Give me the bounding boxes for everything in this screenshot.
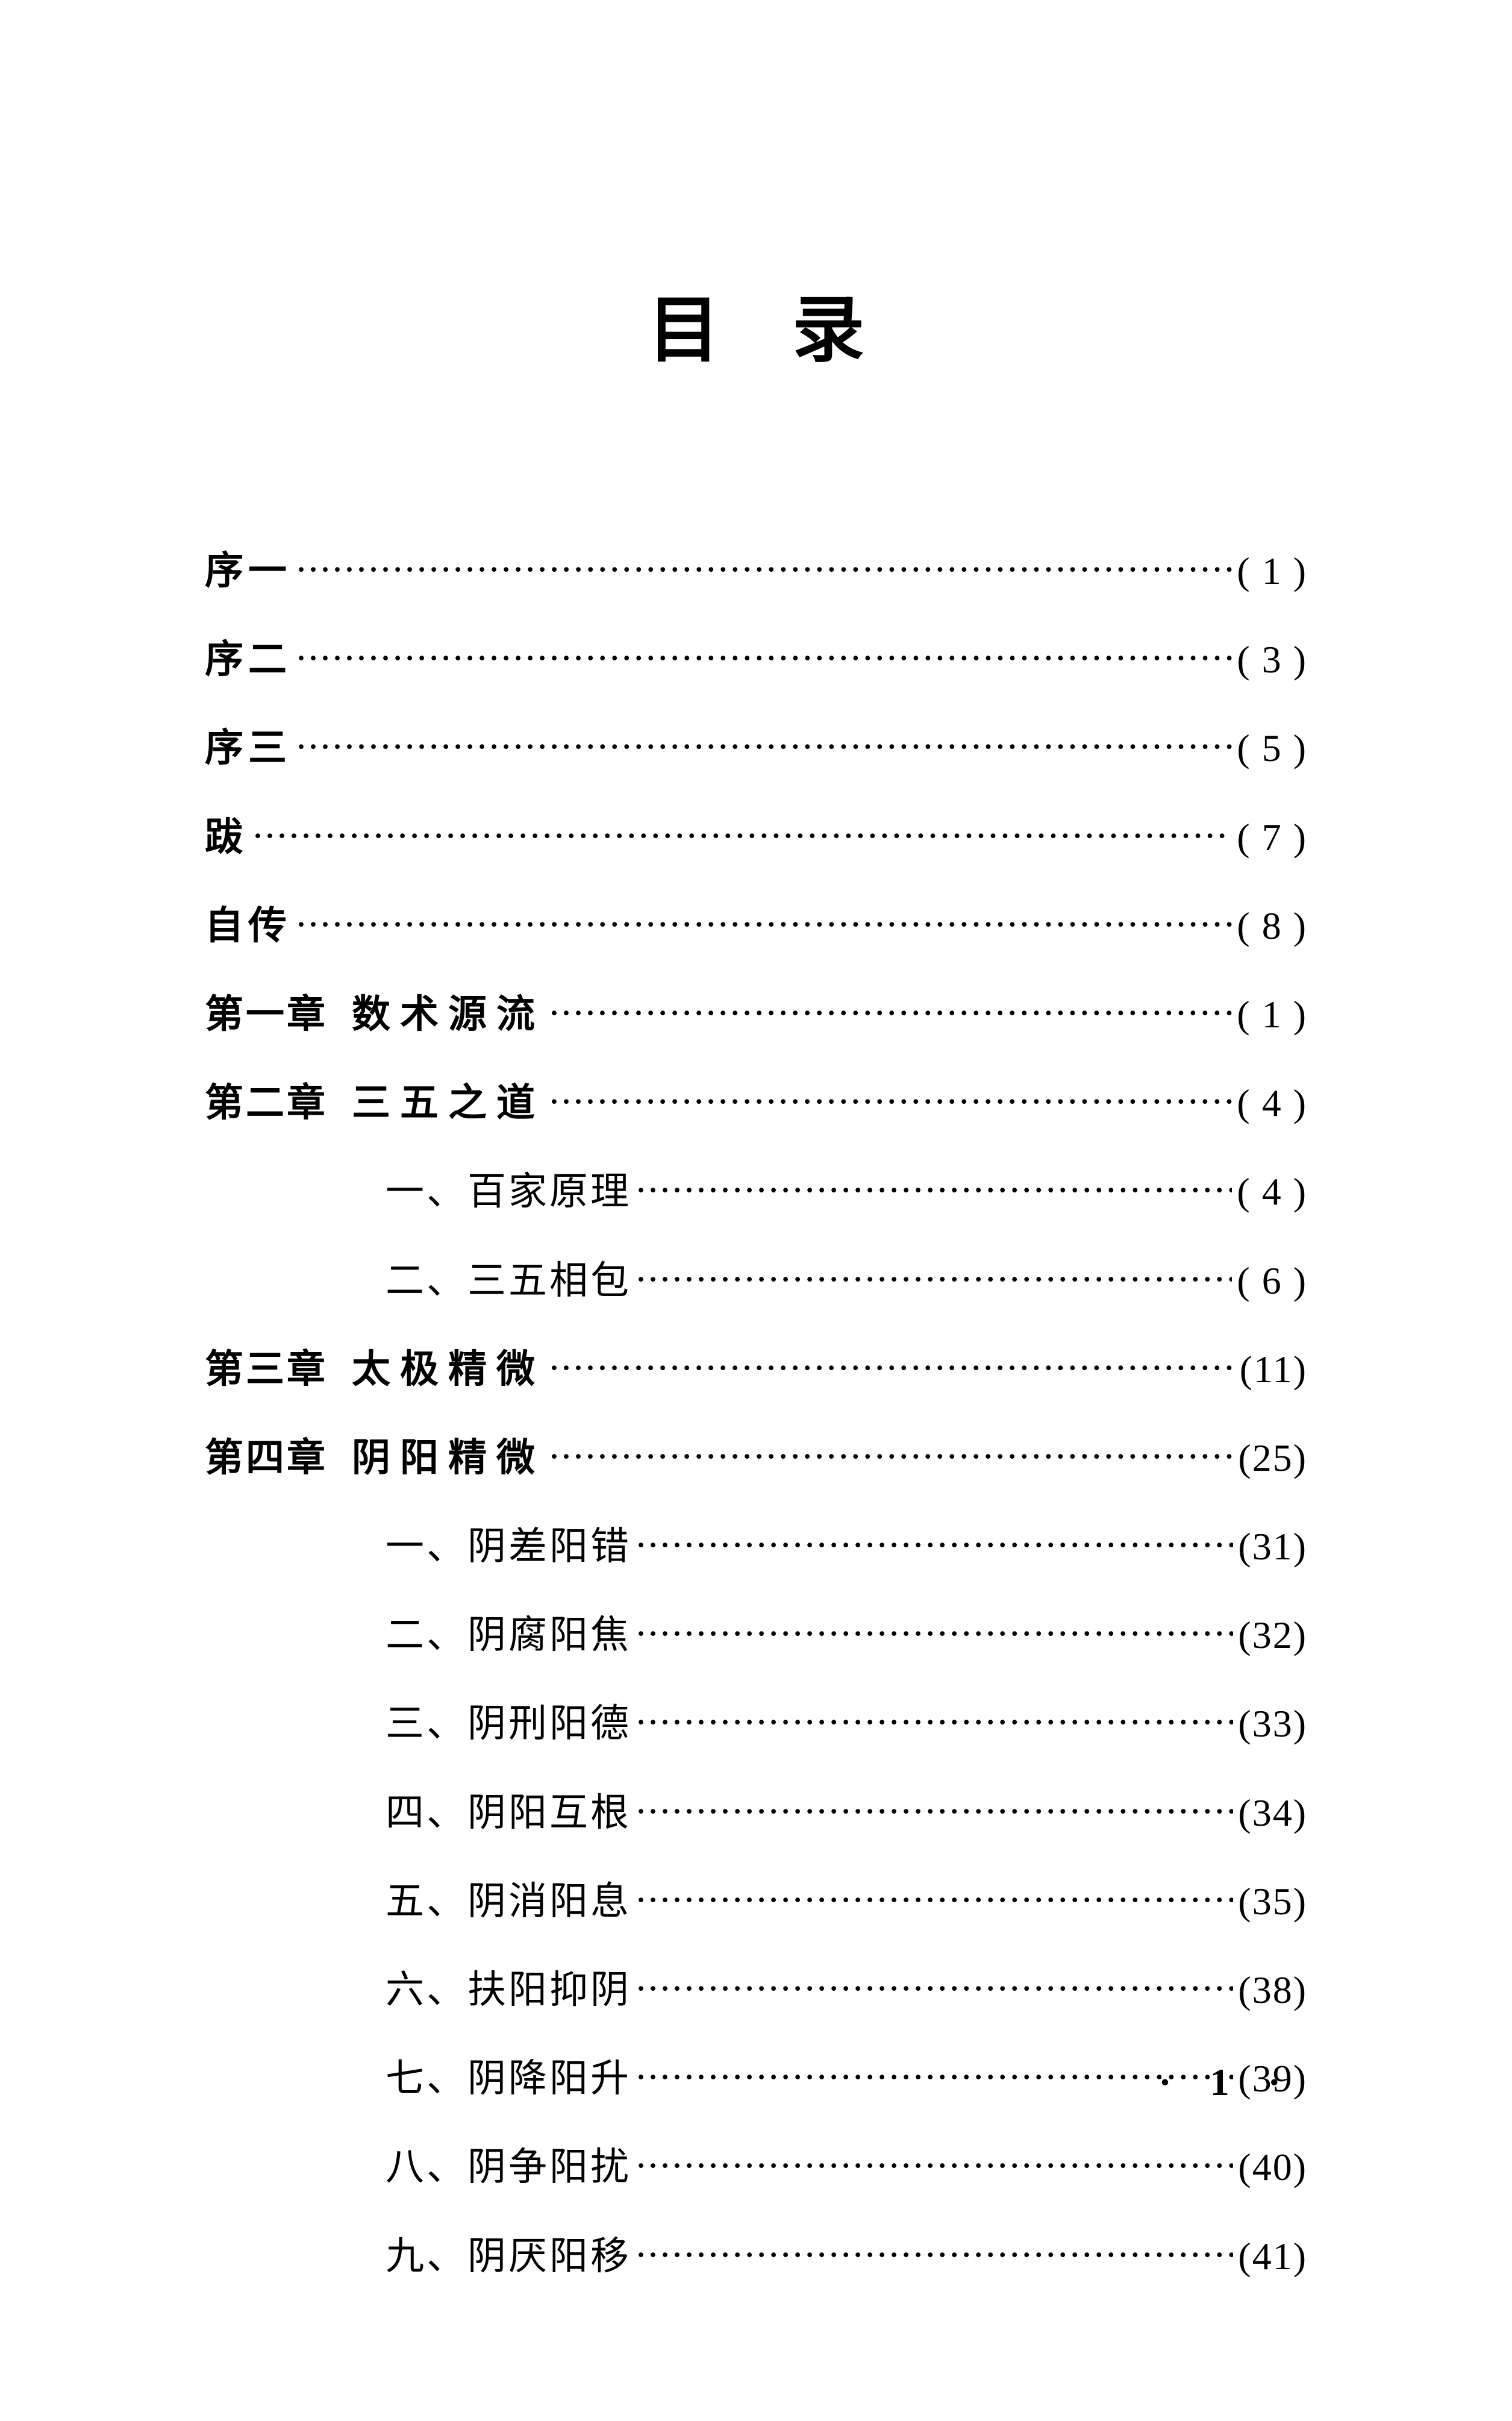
section-title: 阴降阳升 [467, 2034, 631, 2123]
section-number: 五、 [386, 1857, 467, 1946]
section-number: 八、 [386, 2123, 467, 2211]
page-reference: (11) [1240, 1325, 1307, 1414]
leader-dots [636, 2118, 1233, 2206]
section-number: 七、 [386, 2034, 467, 2123]
page-reference: (34) [1238, 1768, 1307, 1857]
toc-entry: 一、阴差阳错 (31) [205, 1502, 1307, 1591]
section-number: 四、 [386, 1768, 467, 1857]
toc-entry: 六、扶阳抑阴 (38) [205, 1946, 1307, 2034]
page-reference: (32) [1238, 1591, 1307, 1679]
leader-dots [636, 1941, 1233, 2029]
section-number: 三、 [386, 1679, 467, 1768]
section-number: 九、 [386, 2212, 467, 2300]
section-title: 阴厌阳移 [467, 2212, 631, 2300]
leader-dots [636, 1674, 1233, 1763]
page-reference: (40) [1238, 2123, 1307, 2211]
entry-label: 序一 [205, 527, 292, 615]
toc-entry: 四、阴阳互根 (34) [205, 1768, 1307, 1857]
toc-title: 目录 [205, 271, 1307, 376]
page-reference: ( 3 ) [1237, 615, 1307, 704]
toc-entry: 七、阴降阳升(39) [205, 2034, 1307, 2123]
page-reference: (38) [1238, 1946, 1307, 2034]
toc-entry: 序三 ( 5 ) [205, 704, 1307, 792]
toc-entry: 第三章太极精微 (11) [205, 1325, 1307, 1414]
leader-dots [636, 1586, 1233, 1674]
chapter-number: 第二章 [205, 1059, 328, 1147]
section-title: 阴消阳息 [467, 1857, 631, 1946]
chapter-title: 太极精微 [352, 1325, 545, 1414]
page-reference: ( 4 ) [1237, 1059, 1307, 1147]
toc-entry: 第一章数术源流 ( 1 ) [205, 970, 1307, 1059]
leader-dots [636, 1142, 1232, 1231]
entry-label: 自传 [205, 882, 292, 970]
page-reference: (41) [1238, 2212, 1307, 2300]
leader-dots [549, 1054, 1232, 1142]
page-container: 目录 序一( 1 )序二( 3 )序三( 5 )跋( 7 )自传( 8 )第一章… [0, 0, 1512, 2421]
section-number: 二、 [386, 1591, 467, 1679]
leader-dots [636, 1852, 1233, 1941]
page-reference: ( 5 ) [1237, 704, 1307, 792]
section-number: 一、 [386, 1147, 467, 1236]
leader-dots [253, 788, 1232, 877]
page-number-footer: · 1 · [1158, 2060, 1295, 2105]
chapter-title: 数术源流 [352, 970, 545, 1059]
leader-dots [296, 522, 1232, 610]
toc-entry: 第二章三五之道 ( 4 ) [205, 1059, 1307, 1147]
page-reference: ( 7 ) [1237, 793, 1307, 882]
leader-dots [296, 610, 1232, 699]
page-reference: ( 8 ) [1237, 882, 1307, 970]
section-title: 阴差阳错 [467, 1502, 631, 1591]
section-title: 阴刑阳德 [467, 1679, 631, 1768]
page-reference: ( 1 ) [1237, 970, 1307, 1059]
chapter-title: 阴阳精微 [352, 1414, 545, 1502]
page-reference: ( 4 ) [1237, 1147, 1307, 1236]
toc-entry: 序二 ( 3 ) [205, 615, 1307, 704]
leader-dots [636, 1497, 1233, 1586]
toc-entry: 二、三五相包 ( 6 ) [205, 1236, 1307, 1325]
leader-dots [549, 1409, 1233, 1497]
section-title: 阴争阳扰 [467, 2123, 631, 2211]
page-reference: ( 6 ) [1237, 1236, 1307, 1325]
chapter-number: 第一章 [205, 970, 328, 1059]
toc-entry: 三、阴刑阳德 (33) [205, 1679, 1307, 1768]
section-number: 二、 [386, 1236, 467, 1325]
toc-entry: 跋 ( 7 ) [205, 793, 1307, 882]
page-reference: ( 1 ) [1237, 527, 1307, 615]
leader-dots [636, 2029, 1233, 2118]
chapter-title: 三五之道 [352, 1059, 545, 1147]
toc-entry: 五、阴消阳息 (35) [205, 1857, 1307, 1946]
leader-dots [636, 1764, 1233, 1852]
entry-label: 序二 [205, 615, 292, 704]
toc-entry: 九、阴厌阳移 (41) [205, 2212, 1307, 2300]
toc-list: 序一( 1 )序二( 3 )序三( 5 )跋( 7 )自传( 8 )第一章数术源… [205, 527, 1307, 2300]
leader-dots [296, 877, 1232, 965]
leader-dots [296, 699, 1232, 788]
leader-dots [636, 1232, 1232, 1320]
section-title: 扶阳抑阴 [467, 1946, 631, 2034]
toc-entry: 第四章阴阳精微 (25) [205, 1414, 1307, 1502]
page-reference: (35) [1238, 1857, 1307, 1946]
section-title: 阴阳互根 [467, 1768, 631, 1857]
chapter-number: 第四章 [205, 1414, 328, 1502]
toc-entry: 八、阴争阳扰 (40) [205, 2123, 1307, 2211]
section-title: 百家原理 [467, 1147, 631, 1236]
toc-entry: 自传 ( 8 ) [205, 882, 1307, 970]
section-title: 三五相包 [467, 1236, 631, 1325]
section-title: 阴腐阳焦 [467, 1591, 631, 1679]
section-number: 六、 [386, 1946, 467, 2034]
section-number: 一、 [386, 1502, 467, 1591]
leader-dots [636, 2207, 1233, 2296]
entry-label: 序三 [205, 704, 292, 792]
leader-dots [549, 965, 1232, 1054]
toc-entry: 一、百家原理 ( 4 ) [205, 1147, 1307, 1236]
leader-dots [549, 1320, 1235, 1409]
page-reference: (33) [1238, 1679, 1307, 1768]
page-reference: (31) [1238, 1502, 1307, 1591]
page-reference: (25) [1238, 1414, 1307, 1502]
chapter-number: 第三章 [205, 1325, 328, 1414]
toc-entry: 序一 ( 1 ) [205, 527, 1307, 615]
entry-label: 跋 [205, 793, 248, 882]
toc-entry: 二、阴腐阳焦 (32) [205, 1591, 1307, 1679]
